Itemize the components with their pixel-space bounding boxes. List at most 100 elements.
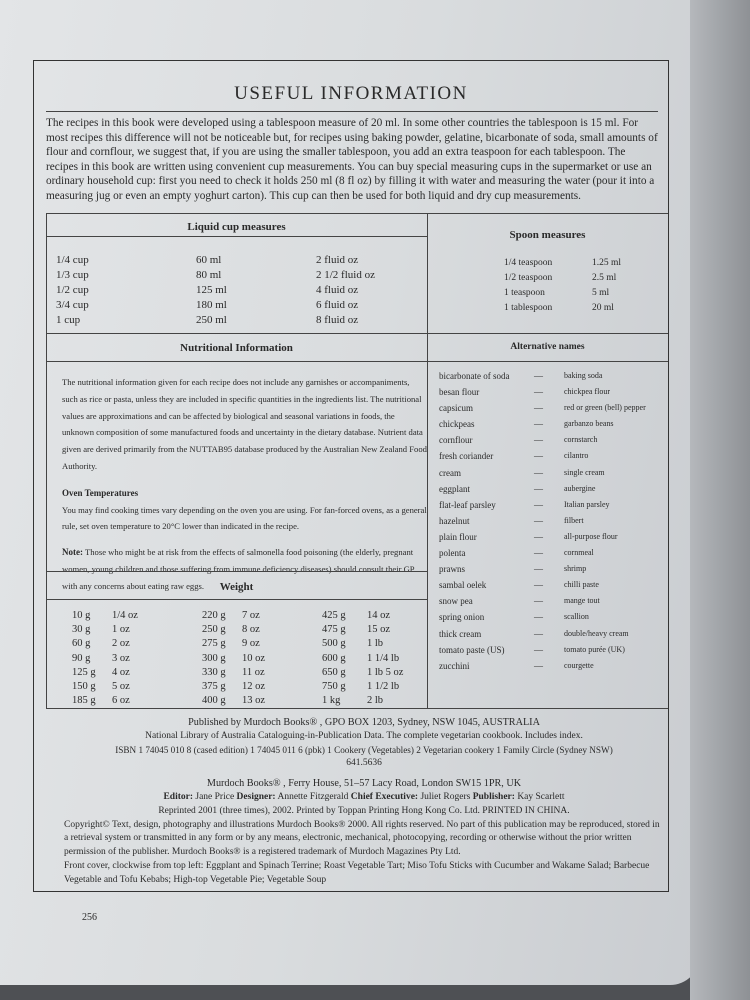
ingredient-name: capsicum	[439, 403, 473, 414]
dash: —	[534, 531, 543, 542]
imperial-weight: 1 lb 5 oz	[367, 666, 404, 678]
metric-measure: 1.25 ml	[592, 258, 622, 268]
publication-info: Published by Murdoch Books® , GPO BOX 12…	[64, 716, 664, 888]
ceo: Juliet Rogers	[420, 791, 471, 802]
ingredient-name: flat-leaf parsley	[439, 499, 496, 510]
metric-weight: 400 g	[202, 695, 226, 707]
imperial-weight: 13 oz	[242, 695, 266, 707]
imperial-weight: 2 lb	[367, 695, 384, 707]
liquid-table: 1/4 cup 60 ml 2 fluid oz 1/3 cup 80 ml 2 1/2 …	[56, 253, 416, 328]
metric-weight: 220 g	[202, 610, 226, 621]
alternative-name: double/heavy cream	[564, 628, 629, 638]
weight-table: 10 g 1/4 oz 220 g 7 oz 425 g 14 oz 30 g 1 oz 250…	[72, 609, 427, 708]
divider	[46, 361, 668, 362]
cup-measure: 1/4 cup	[56, 254, 89, 266]
editor-label: Editor:	[163, 791, 194, 802]
metric-measure: 5 ml	[592, 288, 610, 298]
imperial-measure: 6 fluid oz	[316, 299, 359, 311]
metric-weight: 10 g	[72, 610, 91, 621]
alternative-name: chilli paste	[564, 580, 599, 590]
alternative-names-list: bicarbonate of soda — baking soda besan flo…	[439, 368, 674, 674]
weight-heading: Weight	[219, 581, 254, 593]
metric-measure: 20 ml	[592, 303, 614, 313]
imperial-weight: 3 oz	[112, 652, 130, 664]
alternative-name: garbanzo beans	[564, 419, 614, 429]
imperial-weight: 1 lb	[367, 638, 384, 650]
metric-weight: 500 g	[322, 638, 346, 650]
imperial-weight: 5 oz	[112, 681, 130, 693]
reprint-line: Reprinted 2001 (three times), 2002. Prin…	[158, 805, 570, 816]
copyright-text: Copyright© Text, design, photography and…	[64, 819, 660, 858]
dash: —	[534, 435, 543, 446]
oven-heading: Oven Temperatures	[62, 487, 139, 498]
metric-weight: 1 kg	[322, 695, 341, 707]
imperial-weight: 1 1/2 lb	[367, 681, 400, 693]
info-box: USEFUL INFORMATION The recipes in this b…	[33, 60, 669, 892]
spoon-measure: 1/4 teaspoon	[504, 258, 553, 268]
ceo-label: Chief Executive:	[350, 791, 419, 802]
cataloguing-data: National Library of Australia Cataloguin…	[145, 730, 583, 741]
dash: —	[534, 628, 543, 639]
metric-weight: 90 g	[72, 652, 91, 664]
alternative-name: single cream	[564, 467, 605, 477]
alternative-name: cornstarch	[564, 435, 598, 445]
dash: —	[534, 467, 543, 478]
alternative-name: shrimp	[564, 564, 587, 574]
dash: —	[534, 580, 543, 591]
metric-measure: 125 ml	[196, 284, 227, 296]
imperial-weight: 6 oz	[112, 695, 130, 707]
page-title: USEFUL INFORMATION	[234, 83, 468, 104]
alternative-name: baking soda	[564, 371, 603, 380]
imperial-weight: 1/4 oz	[112, 610, 138, 621]
divider	[46, 708, 668, 709]
metric-weight: 475 g	[322, 624, 346, 636]
imperial-weight: 9 oz	[242, 638, 260, 650]
ingredient-name: eggplant	[439, 483, 470, 494]
divider	[46, 333, 668, 334]
imperial-measure: 4 fluid oz	[316, 284, 359, 296]
divider	[46, 213, 668, 214]
ingredient-name: fresh coriander	[439, 451, 494, 462]
alternative-name: red or green (bell) pepper	[564, 403, 646, 413]
dash: —	[534, 419, 543, 430]
ingredient-name: sambal oelek	[439, 580, 487, 591]
dash: —	[534, 612, 543, 623]
spoon-measure: 1 tablespoon	[504, 303, 553, 313]
metric-measure: 60 ml	[196, 254, 222, 266]
editor: Jane Price	[195, 791, 235, 802]
metric-measure: 250 ml	[196, 314, 227, 326]
imperial-measure: 8 fluid oz	[316, 314, 359, 326]
divider	[46, 599, 427, 600]
dash: —	[534, 451, 543, 462]
publisher-label: Publisher:	[472, 791, 515, 802]
metric-weight: 600 g	[322, 652, 346, 664]
isbn-line: ISBN 1 74045 010 8 (cased edition) 1 740…	[115, 744, 613, 755]
spoon-measure: 1 teaspoon	[504, 288, 545, 298]
imperial-weight: 2 oz	[112, 638, 130, 650]
metric-measure: 2.5 ml	[592, 273, 617, 283]
note-text: Those who might be at risk from the effe…	[62, 547, 415, 591]
ingredient-name: polenta	[439, 548, 466, 559]
imperial-weight: 4 oz	[112, 666, 130, 678]
metric-weight: 300 g	[202, 652, 226, 664]
imperial-weight: 8 oz	[242, 624, 260, 636]
alternative-name: all-purpose flour	[564, 531, 618, 541]
imperial-weight: 1 oz	[112, 624, 130, 636]
ingredient-name: cream	[439, 467, 461, 478]
spoon-table: 1/4 teaspoon 1.25 ml 1/2 teaspoon 2.5 ml 1 t…	[504, 256, 652, 316]
dash: —	[534, 644, 543, 655]
dewey-number: 641.5636	[346, 758, 382, 769]
metric-weight: 650 g	[322, 666, 346, 678]
imperial-weight: 7 oz	[242, 610, 260, 621]
imperial-measure: 2 1/2 fluid oz	[316, 269, 375, 281]
imperial-weight: 1 1/4 lb	[367, 652, 400, 664]
dash: —	[534, 499, 543, 510]
imperial-weight: 14 oz	[367, 610, 391, 621]
next-page-edge	[690, 0, 750, 1000]
intro-paragraph: The recipes in this book were developed …	[46, 111, 658, 204]
alternative-name: cilantro	[564, 451, 589, 461]
ingredient-name: hazelnut	[439, 515, 470, 526]
divider	[46, 236, 427, 237]
designer: Annette Fitzgerald	[277, 791, 349, 802]
ingredient-name: prawns	[439, 564, 465, 575]
